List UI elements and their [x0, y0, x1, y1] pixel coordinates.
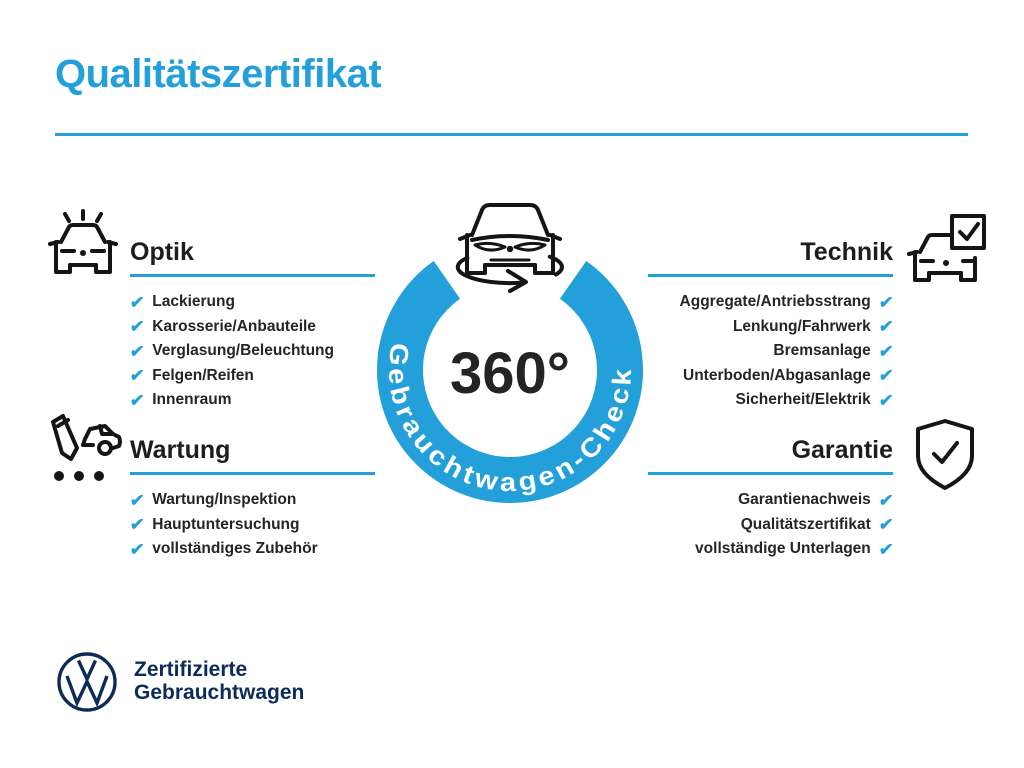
checklist-item: Aggregate/Antriebsstrang ✔ — [648, 290, 894, 315]
checklist-item: Garantienachweis ✔ — [648, 488, 894, 513]
checklist-item-label: Lenkung/Fahrwerk — [732, 317, 871, 335]
checklist-item-label: Qualitätszertifikat — [740, 515, 871, 533]
check-icon: ✔ — [877, 390, 894, 410]
brand-claim-line2: Gebrauchtwagen — [134, 681, 305, 704]
checklist-optik: ✔ Lackierung ✔ Karosserie/Anbauteile ✔ Verg… — [129, 290, 375, 413]
check-icon: ✔ — [877, 292, 894, 312]
checklist-item-label: Karosserie/Anbauteile — [152, 317, 316, 335]
check-icon: ✔ — [877, 366, 894, 386]
checklist-item: ✔ Innenraum — [129, 388, 375, 413]
car-rotation-icon — [455, 203, 564, 293]
checklist-item-label: Aggregate/Antriebsstrang — [679, 293, 871, 311]
service-checklist-icon — [45, 410, 123, 490]
checklist-item: Unterboden/Abgasanlage ✔ — [648, 364, 894, 389]
checklist-item-label: Verglasung/Beleuchtung — [152, 342, 334, 360]
checklist-item-label: Wartung/Inspektion — [152, 491, 297, 509]
checklist-wartung: ✔ Wartung/Inspektion ✔ Hauptuntersuchung ✔… — [129, 488, 375, 562]
checklist-item-label: Sicherheit/Elektrik — [735, 391, 871, 409]
section-title-optik: Optik — [130, 238, 375, 277]
check-icon: ✔ — [129, 317, 146, 337]
checklist-item: Qualitätszertifikat ✔ — [648, 513, 894, 538]
check-icon: ✔ — [129, 515, 146, 535]
checklist-item: Bremsanlage ✔ — [648, 339, 894, 364]
check-icon: ✔ — [877, 341, 894, 361]
checklist-item-label: Innenraum — [152, 391, 232, 409]
check-icon: ✔ — [877, 317, 894, 337]
section-title-garantie: Garantie — [648, 436, 893, 475]
checklist-item: Sicherheit/Elektrik ✔ — [648, 388, 894, 413]
checklist-item-label: Felgen/Reifen — [152, 366, 254, 384]
section-wartung: Wartung ✔ Wartung/Inspektion ✔ Hauptunters… — [129, 436, 375, 562]
checklist-item: vollständige Unterlagen ✔ — [648, 537, 894, 562]
checklist-item-label: Bremsanlage — [773, 342, 871, 360]
check-icon: ✔ — [129, 341, 146, 361]
check-icon: ✔ — [129, 366, 146, 386]
checklist-item-label: Garantienachweis — [738, 491, 871, 509]
check-icon: ✔ — [877, 515, 894, 535]
checklist-item-label: Unterboden/Abgasanlage — [683, 366, 871, 384]
checklist-item-label: Hauptuntersuchung — [152, 515, 300, 533]
degree-label: 360° — [450, 341, 570, 406]
checklist-item: ✔ Karosserie/Anbauteile — [129, 315, 375, 340]
checklist-item: ✔ Verglasung/Beleuchtung — [129, 339, 375, 364]
check-icon: ✔ — [129, 390, 146, 410]
checklist-item-label: vollständiges Zubehör — [152, 540, 318, 558]
section-technik: Technik Aggregate/Antriebsstrang ✔ Lenkun… — [648, 238, 894, 413]
check-icon: ✔ — [129, 292, 146, 312]
checklist-item: ✔ Hauptuntersuchung — [129, 513, 375, 538]
ring-shape — [377, 261, 643, 503]
section-title-wartung: Wartung — [130, 436, 375, 475]
checklist-item: ✔ Wartung/Inspektion — [129, 488, 375, 513]
title-divider — [55, 133, 968, 136]
checklist-item: Lenkung/Fahrwerk ✔ — [648, 315, 894, 340]
checklist-technik: Aggregate/Antriebsstrang ✔ Lenkung/Fahrwe… — [648, 290, 894, 413]
checklist-item: ✔ Lackierung — [129, 290, 375, 315]
checklist-item-label: Lackierung — [152, 293, 235, 311]
section-optik: Optik ✔ Lackierung ✔ Karosserie/Anbauteile… — [129, 238, 375, 413]
car-checkbox-icon — [906, 210, 986, 290]
checklist-item: ✔ vollständiges Zubehör — [129, 537, 375, 562]
page-title: Qualitätszertifikat — [55, 52, 382, 96]
shield-check-icon — [910, 416, 980, 494]
car-shine-icon — [45, 208, 121, 288]
vw-logo — [55, 650, 119, 719]
section-garantie: Garantie Garantienachweis ✔ Qualitätszert… — [648, 436, 894, 562]
check-icon: ✔ — [877, 539, 894, 559]
check-icon: ✔ — [129, 490, 146, 510]
brand-claim: Zertifizierte Gebrauchtwagen — [134, 658, 304, 704]
check-icon: ✔ — [877, 490, 894, 510]
checklist-garantie: Garantienachweis ✔ Qualitätszertifikat ✔ v… — [648, 488, 894, 562]
brand-claim-line1: Zertifizierte — [134, 658, 248, 681]
section-title-technik: Technik — [648, 238, 893, 277]
check-icon: ✔ — [129, 539, 146, 559]
checklist-item: ✔ Felgen/Reifen — [129, 364, 375, 389]
360-check-badge: Gebrauchtwagen-Check 360° — [350, 183, 670, 522]
checklist-item-label: vollständige Unterlagen — [695, 540, 871, 558]
